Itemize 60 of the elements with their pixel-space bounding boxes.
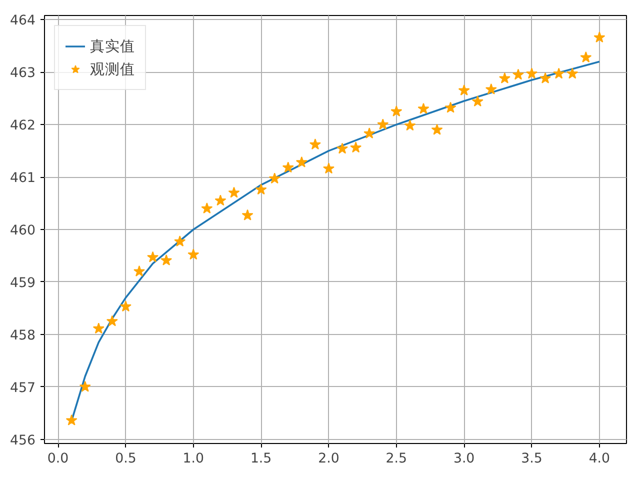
- point: [106, 315, 118, 326]
- point: [309, 138, 321, 150]
- point: [188, 248, 200, 260]
- y-tick-label: 457: [10, 380, 36, 396]
- point: [255, 184, 267, 195]
- point: [92, 322, 104, 334]
- legend-label: 真实值: [90, 36, 135, 56]
- x-tick-label: 0.0: [47, 452, 69, 466]
- point: [268, 172, 280, 184]
- legend-label: 观测值: [90, 60, 135, 78]
- y-tick-label: 462: [10, 118, 36, 134]
- point: [377, 118, 389, 130]
- point: [580, 51, 592, 62]
- y-tick-label: 459: [10, 276, 36, 291]
- point: [418, 102, 430, 114]
- y-tick-label: 458: [10, 328, 36, 344]
- x-tick-label: 1.0: [182, 452, 204, 466]
- x-tick-label: 3.5: [521, 452, 542, 466]
- point: [553, 68, 565, 79]
- x-tick-label: 0.5: [115, 452, 136, 466]
- x-tick-label: 2.0: [318, 452, 340, 466]
- point: [120, 300, 132, 312]
- point: [201, 202, 213, 214]
- point: [458, 84, 470, 96]
- point: [79, 380, 91, 392]
- point: [512, 68, 524, 80]
- point: [282, 162, 294, 173]
- y-tick-label: 461: [10, 171, 36, 186]
- point: [242, 209, 254, 220]
- y-tick-label: 456: [10, 433, 36, 448]
- y-tick-label: 463: [10, 66, 36, 82]
- x-tick-label: 2.5: [386, 452, 408, 466]
- y-tick-label: 464: [10, 14, 36, 29]
- point: [228, 186, 240, 198]
- point: [526, 68, 538, 79]
- point: [134, 265, 145, 276]
- point: [336, 142, 348, 154]
- point: [66, 414, 78, 426]
- point: [296, 156, 308, 168]
- point: [472, 96, 484, 106]
- point: [594, 32, 606, 42]
- point: [147, 251, 159, 262]
- point: [350, 142, 362, 153]
- point: [390, 105, 402, 116]
- point: [160, 254, 172, 266]
- x-tick-label: 3.0: [453, 452, 475, 466]
- point: [485, 83, 497, 94]
- point: [323, 162, 334, 174]
- point: [364, 128, 376, 138]
- point: [174, 236, 186, 247]
- x-tick-label: 1.5: [250, 452, 272, 466]
- point: [404, 120, 416, 131]
- point: [444, 102, 456, 113]
- y-tick-label: 460: [10, 224, 36, 238]
- point: [431, 124, 443, 135]
- point: [566, 68, 578, 79]
- point: [540, 72, 552, 84]
- x-tick-label: 4.0: [588, 452, 610, 466]
- point: [214, 194, 226, 206]
- point: [498, 72, 510, 84]
